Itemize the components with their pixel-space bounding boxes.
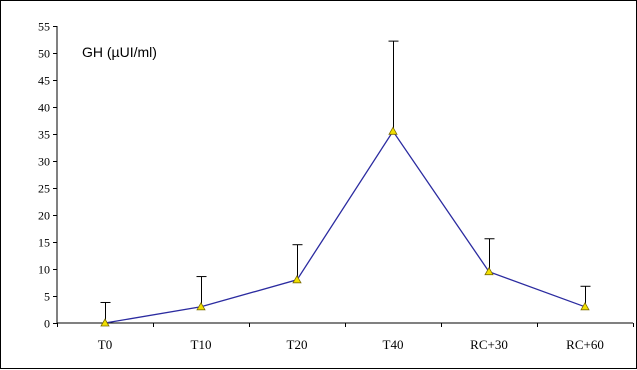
data-point-marker — [196, 301, 206, 311]
error-bars — [100, 40, 591, 323]
y-tick-label: 30 — [38, 155, 50, 169]
data-point-marker — [292, 274, 302, 284]
y-tick-label: 35 — [38, 128, 50, 142]
x-tick-label: RC+30 — [470, 337, 508, 352]
y-tick-label: 40 — [38, 101, 50, 115]
data-point-marker — [580, 301, 590, 311]
x-tick-label: RC+60 — [566, 337, 604, 352]
series-layer — [104, 130, 586, 324]
x-tick-label: T40 — [383, 337, 404, 352]
tick-labels: 0 5 10 15 20 25 30 35 40 45 50 55 T0 T10 T20 T40 RC+30 RC… — [38, 20, 604, 353]
y-tick-label: 15 — [38, 236, 50, 250]
y-tick-label: 20 — [38, 209, 50, 223]
y-tick-label: 55 — [38, 20, 50, 34]
markers — [100, 126, 590, 327]
x-tick-label: T10 — [191, 337, 212, 352]
y-tick-label: 25 — [38, 182, 50, 196]
x-tick-label: T0 — [98, 337, 112, 352]
data-point-marker — [388, 126, 398, 135]
x-tick-label: T20 — [287, 337, 308, 352]
data-point-marker — [484, 266, 494, 276]
y-tick-label: 0 — [44, 317, 50, 331]
y-tick-label: 45 — [38, 74, 50, 88]
y-tick-label: 10 — [38, 263, 50, 277]
series-line — [104, 130, 586, 324]
y-tick-label: 5 — [44, 290, 50, 304]
data-point-marker — [100, 318, 110, 327]
axes — [53, 26, 634, 327]
y-tick-label: 50 — [38, 47, 50, 61]
chart-title: GH (µUI/ml) — [82, 44, 157, 60]
